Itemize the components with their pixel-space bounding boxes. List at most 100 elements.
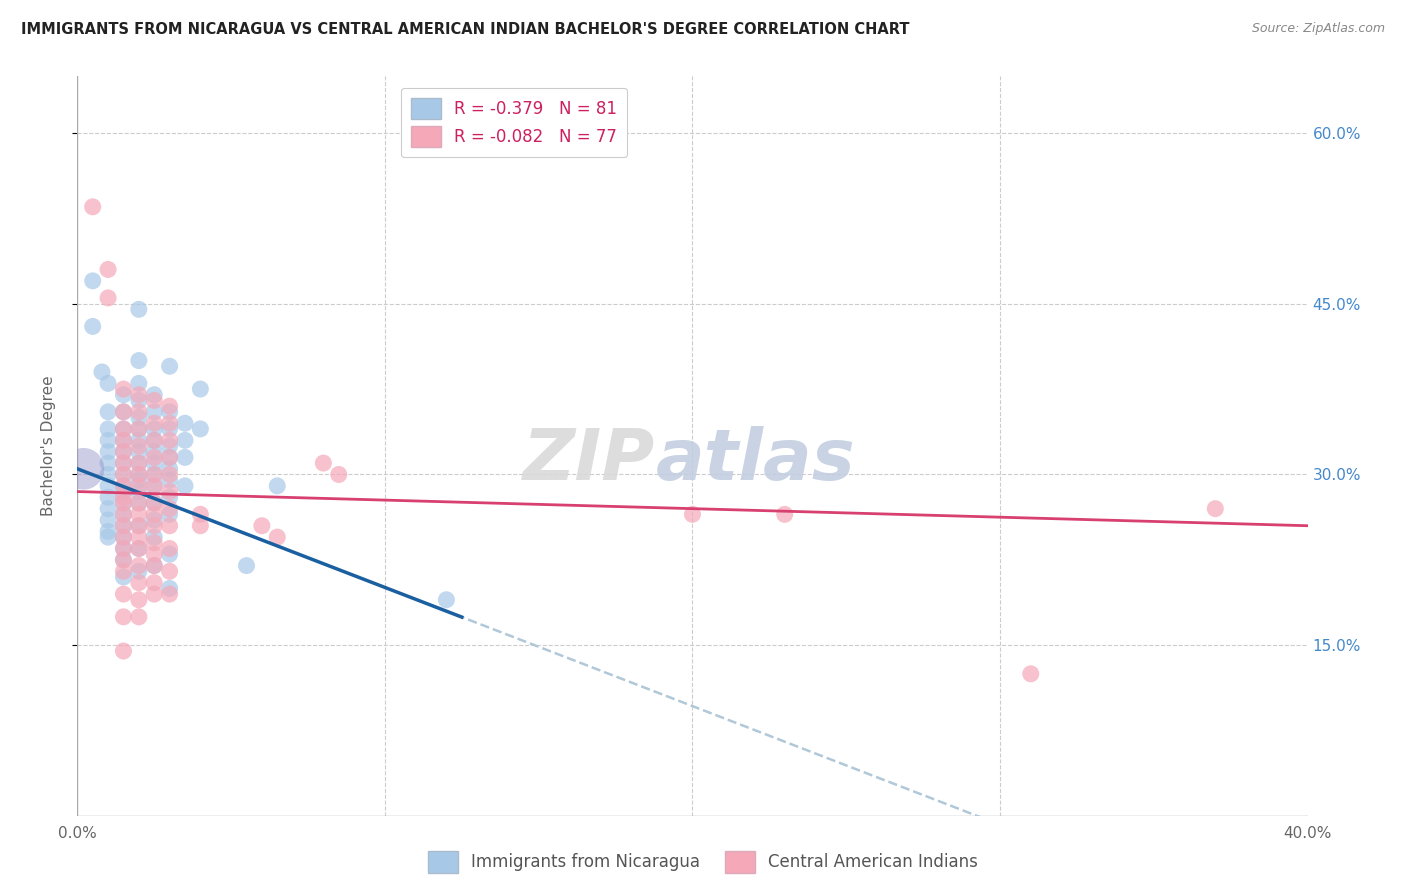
Point xyxy=(143,434,166,448)
Point xyxy=(159,564,181,578)
Point xyxy=(174,479,197,493)
Point xyxy=(128,456,150,470)
Point xyxy=(143,434,166,448)
Point xyxy=(112,444,135,458)
Point xyxy=(143,467,166,482)
Point xyxy=(159,439,181,453)
Point xyxy=(128,508,150,522)
Text: atlas: atlas xyxy=(655,426,855,495)
Point xyxy=(159,450,181,465)
Point xyxy=(128,444,150,458)
Point xyxy=(159,547,181,561)
Point xyxy=(143,575,166,590)
Point xyxy=(128,518,150,533)
Point xyxy=(159,434,181,448)
Point xyxy=(174,416,197,430)
Point xyxy=(82,200,104,214)
Point xyxy=(128,439,150,453)
Point xyxy=(143,558,166,573)
Point xyxy=(128,541,150,556)
Text: IMMIGRANTS FROM NICARAGUA VS CENTRAL AMERICAN INDIAN BACHELOR'S DEGREE CORRELATI: IMMIGRANTS FROM NICARAGUA VS CENTRAL AME… xyxy=(21,22,910,37)
Point xyxy=(159,473,181,487)
Point xyxy=(436,592,458,607)
Point xyxy=(1019,666,1042,681)
Point xyxy=(143,536,166,550)
Point xyxy=(97,490,120,504)
Point xyxy=(112,530,135,544)
Point xyxy=(97,530,120,544)
Point xyxy=(328,467,350,482)
Point xyxy=(266,530,288,544)
Point xyxy=(143,444,166,458)
Point xyxy=(97,444,120,458)
Point xyxy=(143,513,166,527)
Point xyxy=(312,456,335,470)
Point xyxy=(112,541,135,556)
Point xyxy=(159,501,181,516)
Point xyxy=(188,382,212,396)
Point xyxy=(128,422,150,436)
Point xyxy=(112,467,135,482)
Point xyxy=(112,518,135,533)
Point xyxy=(128,484,150,499)
Point xyxy=(143,496,166,510)
Point xyxy=(128,496,150,510)
Point xyxy=(143,530,166,544)
Point xyxy=(128,518,150,533)
Point xyxy=(159,490,181,504)
Point xyxy=(112,456,135,470)
Point xyxy=(128,467,150,482)
Point xyxy=(128,610,150,624)
Point xyxy=(250,518,273,533)
Point xyxy=(112,530,135,544)
Point xyxy=(143,467,166,482)
Point xyxy=(128,496,150,510)
Point xyxy=(159,450,181,465)
Point xyxy=(112,479,135,493)
Point xyxy=(128,302,150,317)
Point xyxy=(128,405,150,419)
Point xyxy=(112,570,135,584)
Point xyxy=(128,456,150,470)
Point xyxy=(97,291,120,305)
Point xyxy=(143,450,166,465)
Point xyxy=(112,405,135,419)
Point xyxy=(143,558,166,573)
Point xyxy=(112,456,135,470)
Point xyxy=(112,388,135,402)
Point xyxy=(143,479,166,493)
Point xyxy=(112,587,135,601)
Text: ZIP: ZIP xyxy=(523,426,655,495)
Point xyxy=(97,262,120,277)
Point xyxy=(128,376,150,391)
Point xyxy=(72,462,94,476)
Point xyxy=(128,467,150,482)
Point xyxy=(128,558,150,573)
Point xyxy=(112,422,135,436)
Point xyxy=(159,416,181,430)
Point xyxy=(112,434,135,448)
Point xyxy=(97,479,120,493)
Point xyxy=(159,484,181,499)
Point xyxy=(112,467,135,482)
Point xyxy=(143,416,166,430)
Point xyxy=(97,422,120,436)
Point xyxy=(128,353,150,368)
Point xyxy=(159,467,181,482)
Point xyxy=(97,524,120,539)
Point xyxy=(90,365,114,379)
Point xyxy=(159,462,181,476)
Point xyxy=(143,518,166,533)
Point xyxy=(266,479,288,493)
Text: Source: ZipAtlas.com: Source: ZipAtlas.com xyxy=(1251,22,1385,36)
Point xyxy=(112,434,135,448)
Point xyxy=(112,496,135,510)
Point xyxy=(112,508,135,522)
Point xyxy=(159,582,181,596)
Point xyxy=(128,434,150,448)
Legend: R = -0.379   N = 81, R = -0.082   N = 77: R = -0.379 N = 81, R = -0.082 N = 77 xyxy=(401,87,627,157)
Point xyxy=(128,479,150,493)
Point xyxy=(143,479,166,493)
Point xyxy=(112,479,135,493)
Point xyxy=(112,644,135,658)
